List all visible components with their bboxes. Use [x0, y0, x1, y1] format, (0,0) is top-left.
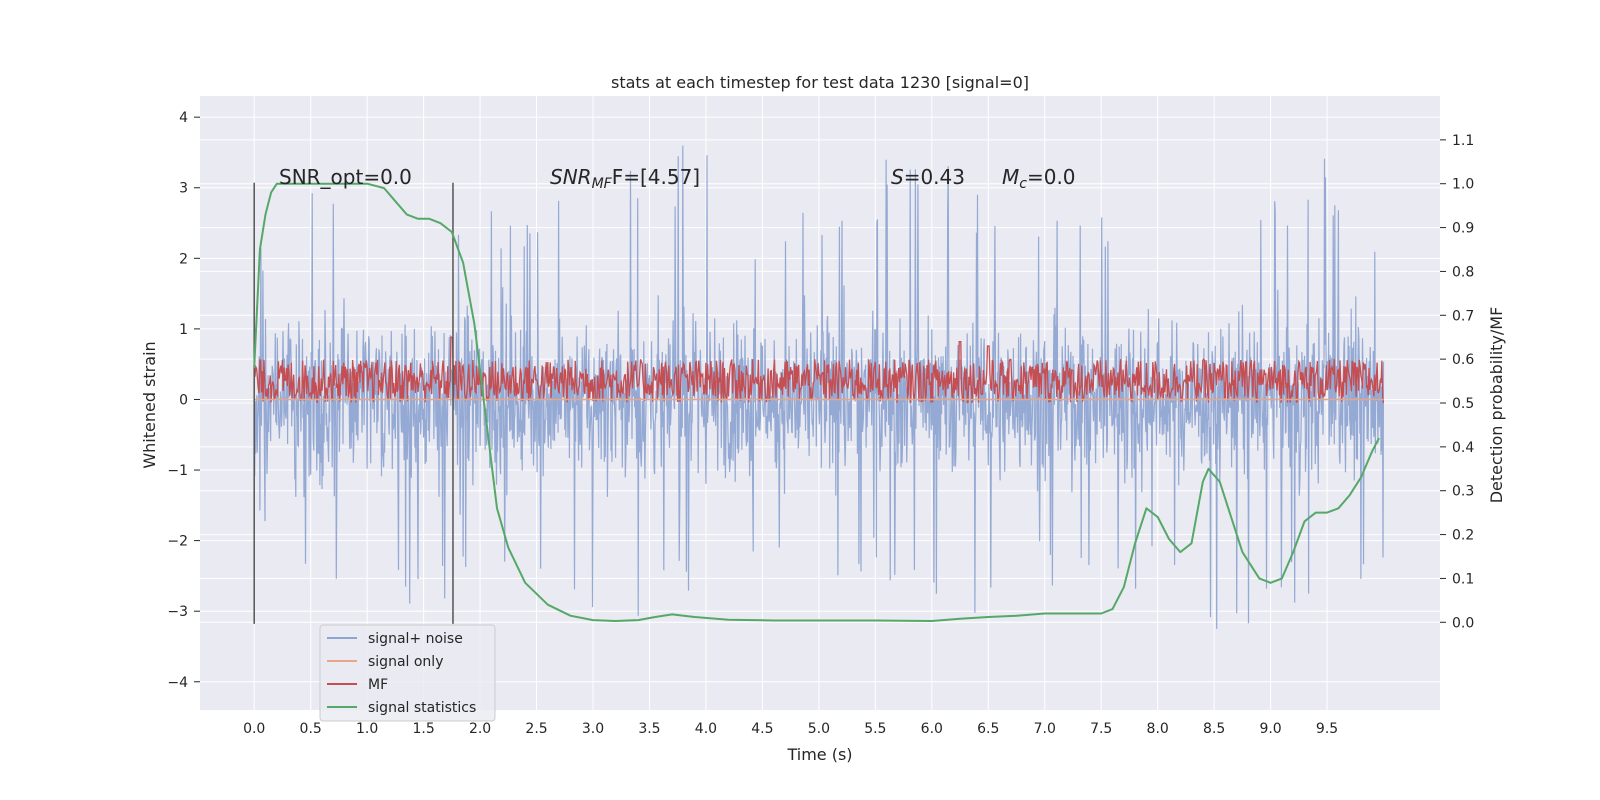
annotation-mc-main: M — [1002, 165, 1019, 189]
y-tick-label: 0 — [179, 392, 188, 408]
legend: signal+ noise signal only MF signal stat… — [319, 624, 496, 722]
y-right-axis-label: Detection probability/MF — [1487, 307, 1506, 504]
annotation-s-main: S — [891, 165, 904, 189]
vertical-markers — [253, 182, 454, 624]
y-tick-label: −3 — [167, 604, 188, 620]
y-right-tick-label: 0.2 — [1452, 528, 1474, 544]
x-tick-label: 5.0 — [808, 721, 830, 737]
x-tick-label: 4.0 — [695, 721, 717, 737]
series-mf — [253, 336, 1385, 404]
y-tick-label: 4 — [179, 110, 188, 126]
annotation-mc: Mc=0.0 — [1002, 165, 1076, 192]
legend-label-signal-noise: signal+ noise — [368, 631, 463, 647]
y-right-tick-label: 1.1 — [1452, 133, 1474, 149]
annotation-snr-mf-sub: MF — [592, 176, 613, 192]
legend-label-signal-only: signal only — [368, 654, 443, 670]
signal-noise-line — [253, 145, 1385, 629]
x-tick-label: 8.0 — [1147, 721, 1169, 737]
annotation-snr-mf-main: SNR — [550, 165, 592, 189]
y-axis-label: Whitened strain — [140, 341, 159, 468]
legend-label-signal-statistics: signal statistics — [368, 700, 476, 716]
x-tick-label: 9.5 — [1316, 721, 1338, 737]
y-tick-label: 1 — [179, 322, 188, 338]
x-tick-label: 2.0 — [469, 721, 491, 737]
x-tick-label: 6.0 — [921, 721, 943, 737]
annotation-mc-sub: c — [1019, 176, 1027, 192]
y-right-tick-labels: 1.1 1.0 0.9 0.8 0.7 0.6 0.5 0.4 0.3 0.2 0.1 0.0 — [1440, 133, 1474, 631]
x-tick-label: 0.0 — [243, 721, 265, 737]
y-right-tick-label: 0.1 — [1452, 571, 1474, 587]
x-tick-label: 2.5 — [525, 721, 547, 737]
x-tick-label: 8.5 — [1203, 721, 1225, 737]
chart-title: stats at each timestep for test data 123… — [611, 73, 1029, 92]
annotation-snr-mf: SNRMFF=[4.57] — [550, 165, 700, 192]
x-tick-label: 3.5 — [638, 721, 660, 737]
signal-statistics-line — [253, 182, 1380, 622]
x-tick-label: 1.5 — [412, 721, 434, 737]
y-right-tick-label: 0.8 — [1452, 264, 1474, 280]
y-right-tick-label: 0.0 — [1452, 615, 1474, 631]
y-tick-label: −1 — [167, 463, 188, 479]
x-tick-label: 5.5 — [864, 721, 886, 737]
mf-line — [253, 336, 1385, 404]
series-signal-noise — [253, 145, 1385, 629]
x-axis-label: Time (s) — [786, 745, 852, 764]
y-tick-label: −4 — [167, 675, 188, 691]
y-right-tick-label: 0.7 — [1452, 308, 1474, 324]
annotation-mc-rest: =0.0 — [1027, 165, 1076, 189]
y-right-tick-label: 0.4 — [1452, 440, 1474, 456]
x-tick-label: 7.5 — [1090, 721, 1112, 737]
x-tick-label: 4.5 — [751, 721, 773, 737]
annotation-snr-opt: SNR_opt=0.0 — [279, 165, 412, 189]
y-tick-label: 2 — [179, 251, 188, 267]
y-right-tick-label: 0.6 — [1452, 352, 1474, 368]
y-tick-label: −2 — [167, 534, 188, 550]
legend-label-mf: MF — [368, 677, 388, 693]
x-tick-label: 1.0 — [356, 721, 378, 737]
x-tick-label: 9.0 — [1259, 721, 1281, 737]
y-right-tick-label: 0.9 — [1452, 221, 1474, 237]
x-tick-label: 7.0 — [1034, 721, 1056, 737]
y-tick-labels: 4 3 2 1 0 −1 −2 −3 −4 — [167, 110, 200, 691]
annotation-s: S=0.43 — [891, 165, 965, 189]
x-tick-label: 3.0 — [582, 721, 604, 737]
y-tick-label: 3 — [179, 181, 188, 197]
legend-box — [319, 624, 496, 722]
y-right-tick-label: 1.0 — [1452, 177, 1474, 193]
x-tick-label: 0.5 — [300, 721, 322, 737]
x-tick-label: 6.5 — [977, 721, 999, 737]
x-tick-labels: 0.0 0.5 1.0 1.5 2.0 2.5 3.0 3.5 4.0 4.5 5.0 5.5 6.0 6… — [243, 721, 1338, 737]
annotation-snr-mf-rest: F=[4.57] — [612, 165, 700, 189]
y-right-tick-label: 0.5 — [1452, 396, 1474, 412]
series-signal-statistics — [253, 182, 1380, 622]
y-right-tick-label: 0.3 — [1452, 484, 1474, 500]
annotation-s-rest: =0.43 — [904, 165, 965, 189]
